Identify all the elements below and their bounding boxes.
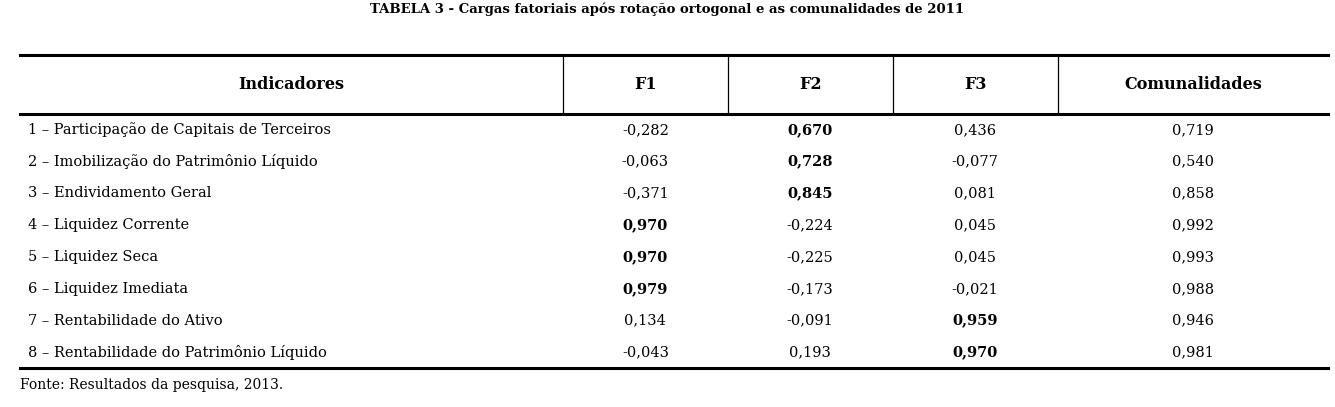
Text: 0,992: 0,992 [1172,218,1214,232]
Text: 0,081: 0,081 [955,186,996,201]
Text: 0,134: 0,134 [625,314,666,328]
Text: -0,173: -0,173 [786,282,833,296]
Text: 0,970: 0,970 [622,250,668,264]
Text: F2: F2 [798,76,821,93]
Text: 0,970: 0,970 [622,218,668,232]
Text: Comunalidades: Comunalidades [1124,76,1262,93]
Text: 8 – Rentabilidade do Patrimônio Líquido: 8 – Rentabilidade do Patrimônio Líquido [28,345,327,360]
Text: 5 – Liquidez Seca: 5 – Liquidez Seca [28,250,158,264]
Text: 4 – Liquidez Corrente: 4 – Liquidez Corrente [28,218,190,232]
Text: 6 – Liquidez Imediata: 6 – Liquidez Imediata [28,282,188,296]
Text: Indicadores: Indicadores [239,76,344,93]
Text: 0,845: 0,845 [788,186,833,201]
Text: 7 – Rentabilidade do Ativo: 7 – Rentabilidade do Ativo [28,314,223,328]
Text: 0,981: 0,981 [1172,346,1214,359]
Text: -0,043: -0,043 [622,346,669,359]
Text: -0,077: -0,077 [952,155,999,168]
Text: F1: F1 [634,76,657,93]
Text: 0,970: 0,970 [952,346,997,359]
Text: 0,858: 0,858 [1172,186,1214,201]
Text: 0,045: 0,045 [955,250,996,264]
Text: 0,670: 0,670 [788,123,833,137]
Text: 0,959: 0,959 [952,314,997,328]
Text: TABELA 3 - Cargas fatoriais após rotação ortogonal e as comunalidades de 2011: TABELA 3 - Cargas fatoriais após rotação… [370,2,965,15]
Text: 2 – Imobilização do Patrimônio Líquido: 2 – Imobilização do Patrimônio Líquido [28,154,318,169]
Text: -0,063: -0,063 [622,155,669,168]
Text: 0,979: 0,979 [622,282,668,296]
Text: 0,045: 0,045 [955,218,996,232]
Text: 0,993: 0,993 [1172,250,1214,264]
Text: 0,436: 0,436 [955,123,996,137]
Text: 0,946: 0,946 [1172,314,1214,328]
Text: 0,193: 0,193 [789,346,832,359]
Text: 0,728: 0,728 [788,155,833,168]
Text: -0,224: -0,224 [786,218,833,232]
Text: -0,371: -0,371 [622,186,669,201]
Text: 1 – Participação de Capitais de Terceiros: 1 – Participação de Capitais de Terceiro… [28,123,331,137]
Text: 0,988: 0,988 [1172,282,1214,296]
Text: -0,282: -0,282 [622,123,669,137]
Text: F3: F3 [964,76,987,93]
Text: 0,719: 0,719 [1172,123,1214,137]
Text: -0,021: -0,021 [952,282,999,296]
Text: 0,540: 0,540 [1172,155,1214,168]
Text: -0,091: -0,091 [786,314,833,328]
Text: 3 – Endividamento Geral: 3 – Endividamento Geral [28,186,211,201]
Text: Fonte: Resultados da pesquisa, 2013.: Fonte: Resultados da pesquisa, 2013. [20,378,283,392]
Text: -0,225: -0,225 [786,250,833,264]
